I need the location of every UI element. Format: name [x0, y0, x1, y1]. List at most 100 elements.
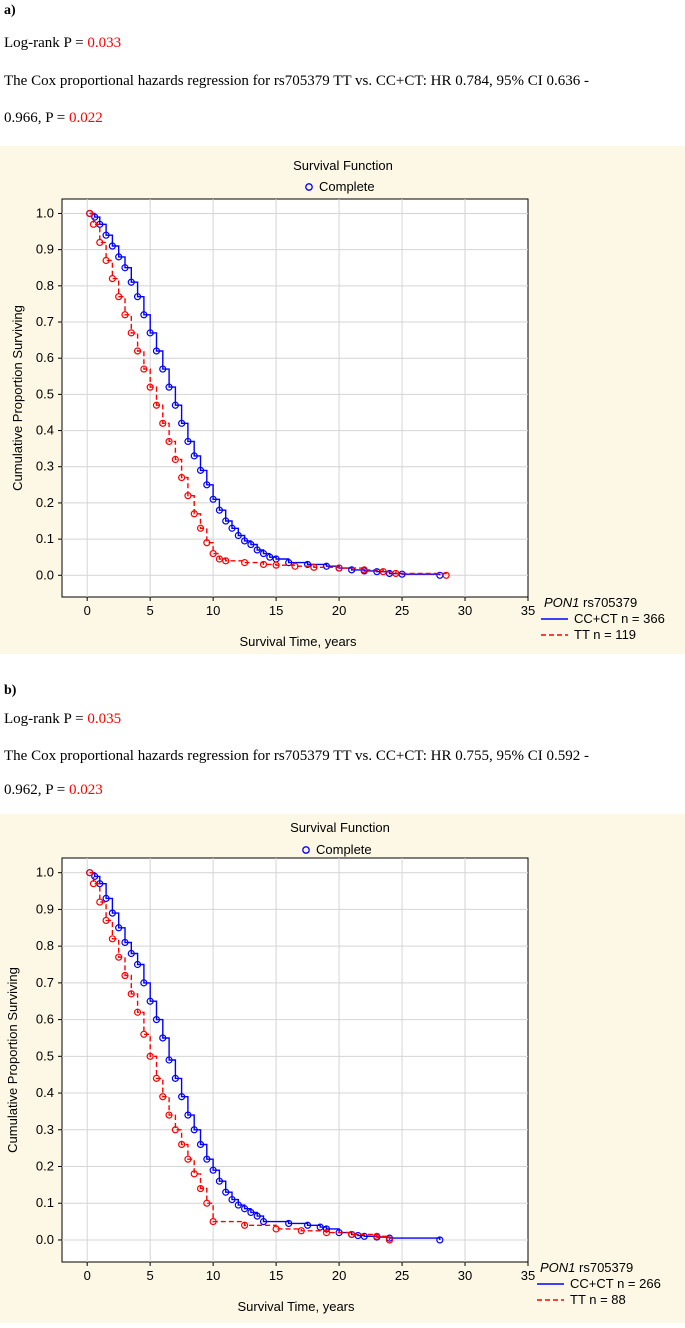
chart-title: Survival Function: [290, 820, 390, 835]
data-point: [297, 1227, 305, 1235]
x-tick-label: 5: [147, 603, 154, 618]
data-point: [171, 455, 179, 464]
y-tick-label: 1.0: [36, 205, 54, 220]
data-point: [285, 559, 293, 567]
data-point: [152, 1016, 161, 1024]
logrank-line: Log-rank P = 0.033: [4, 35, 121, 52]
x-tick-label: 15: [269, 1268, 283, 1283]
complete-legend-label: Complete: [319, 179, 375, 194]
data-point: [272, 561, 280, 569]
series-line: [89, 212, 441, 576]
data-point: [241, 559, 249, 567]
logrank-prefix: Log-rank P =: [4, 711, 88, 727]
x-tick-label: 0: [84, 603, 91, 618]
y-tick-label: 0.6: [36, 350, 54, 365]
data-point: [178, 1093, 186, 1101]
series-line: [89, 872, 391, 1240]
data-point: [203, 481, 211, 489]
data-point: [190, 510, 198, 518]
data-point: [178, 474, 186, 482]
data-point: [184, 437, 192, 446]
section-a: a) Log-rank P = 0.033 The Cox proportion…: [0, 0, 685, 655]
y-tick-label: 0.5: [36, 1048, 54, 1063]
data-point: [152, 1074, 161, 1082]
data-point: [86, 209, 94, 218]
cox-line-1: The Cox proportional hazards regression …: [4, 748, 590, 764]
data-point: [121, 311, 129, 319]
data-point: [108, 242, 116, 250]
data-point: [392, 569, 400, 578]
data-point: [108, 909, 116, 917]
data-point: [203, 539, 211, 547]
data-point: [121, 264, 129, 272]
data-point: [86, 869, 94, 877]
data-point: [196, 466, 205, 474]
cox-line-2: 0.962, P = 0.023: [4, 782, 103, 799]
data-point: [127, 278, 135, 286]
data-point: [241, 1221, 249, 1229]
data-point: [209, 1166, 217, 1174]
data-point: [140, 365, 148, 373]
data-point: [222, 1188, 230, 1196]
y-tick-label: 0.7: [36, 314, 54, 329]
data-point: [203, 1199, 211, 1207]
legend-title-rest: rs705379: [579, 595, 637, 610]
data-point: [373, 1232, 381, 1240]
logrank-p-value: 0.033: [87, 35, 122, 51]
survival-chart-b: 0 5 10 15 20 25 30 35 0.0 0.1 0.2 0.3 0.4 0.5 0.6 0.7 0.…: [5, 820, 661, 1314]
x-tick-label: 25: [395, 1268, 409, 1283]
panel-label: b): [4, 683, 17, 698]
data-point: [222, 557, 230, 565]
data-point: [310, 563, 318, 571]
data-point: [127, 329, 135, 337]
data-point: [115, 953, 123, 961]
data-point: [335, 564, 343, 572]
y-tick-label: 0.6: [36, 1012, 54, 1027]
data-point: [247, 1208, 255, 1217]
data-point: [178, 1140, 186, 1149]
data-point: [152, 347, 161, 355]
legend-title-italic: PON1: [540, 1260, 575, 1275]
y-tick-label: 0.2: [36, 495, 54, 510]
data-point: [215, 506, 224, 514]
cox-line-1: The Cox proportional hazards regression …: [4, 73, 590, 89]
data-point: [303, 1221, 312, 1229]
y-tick-label: 0.4: [36, 1085, 54, 1100]
plot-area: [61, 857, 529, 1263]
data-point: [259, 1218, 268, 1226]
data-point: [159, 1034, 167, 1042]
y-tick-label: 0.0: [36, 567, 54, 582]
data-point: [96, 238, 104, 247]
x-axis-label: Survival Time, years: [237, 1299, 355, 1314]
data-point: [228, 1195, 236, 1204]
legend-series-label: CC+CT n = 366: [574, 611, 665, 626]
data-point: [241, 537, 249, 545]
y-axis-label: Cumulative Proportion Surviving: [10, 305, 25, 491]
legend-series-label: CC+CT n = 266: [570, 1276, 661, 1291]
data-point: [146, 329, 154, 337]
data-point: [209, 495, 217, 503]
y-tick-label: 0.8: [36, 278, 54, 293]
cox-prefix: 0.962, P =: [4, 782, 69, 798]
x-tick-label: 35: [521, 603, 535, 618]
data-point: [322, 1229, 331, 1237]
x-tick-label: 0: [84, 1268, 91, 1283]
data-point: [348, 566, 356, 574]
y-tick-label: 0.9: [36, 242, 54, 257]
y-tick-label: 0.0: [36, 1232, 54, 1247]
section-b: b) Log-rank P = 0.035 The Cox proportion…: [0, 655, 685, 1323]
x-tick-label: 20: [332, 1268, 346, 1283]
data-point: [215, 1177, 224, 1185]
y-tick-label: 0.5: [36, 386, 54, 401]
data-point: [436, 1236, 444, 1244]
data-point: [108, 275, 116, 283]
data-point: [196, 1140, 205, 1149]
chart-panel-a: 0 5 10 15 20 25 30 35 0.0 0.1 0.2 0.3 0.4 0.5 0.6 0.7 0.…: [0, 146, 685, 654]
cox-p-value: 0.023: [69, 782, 103, 798]
data-point: [146, 997, 154, 1005]
data-point: [146, 1052, 154, 1060]
y-tick-label: 0.3: [36, 459, 54, 474]
data-point: [253, 546, 261, 554]
data-point: [203, 1155, 211, 1163]
data-point: [140, 1030, 148, 1038]
